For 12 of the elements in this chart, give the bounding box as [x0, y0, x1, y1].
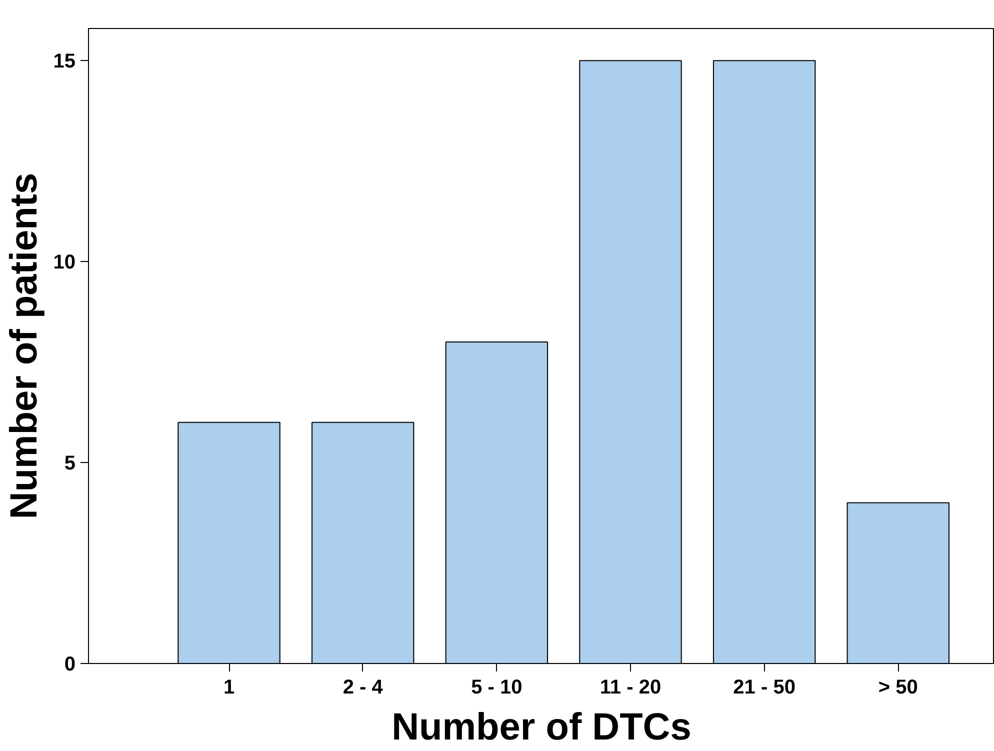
- y-tick-label: 10: [53, 252, 76, 274]
- x-tick-label: 5 - 10: [471, 676, 522, 698]
- x-tick-label: 2 - 4: [342, 676, 384, 698]
- y-axis-title: Number of patients: [3, 172, 46, 520]
- x-tick-label: > 50: [878, 676, 918, 698]
- x-tick-label: 11 - 20: [600, 676, 662, 698]
- y-tick-label: 5: [64, 452, 76, 475]
- y-tick-label: 0: [64, 654, 76, 676]
- x-tick-label: 1: [223, 676, 235, 698]
- y-tick-label: 15: [53, 50, 76, 73]
- x-tick-label: 21 - 50: [733, 676, 796, 698]
- x-axis-title: Number of DTCs: [392, 706, 692, 748]
